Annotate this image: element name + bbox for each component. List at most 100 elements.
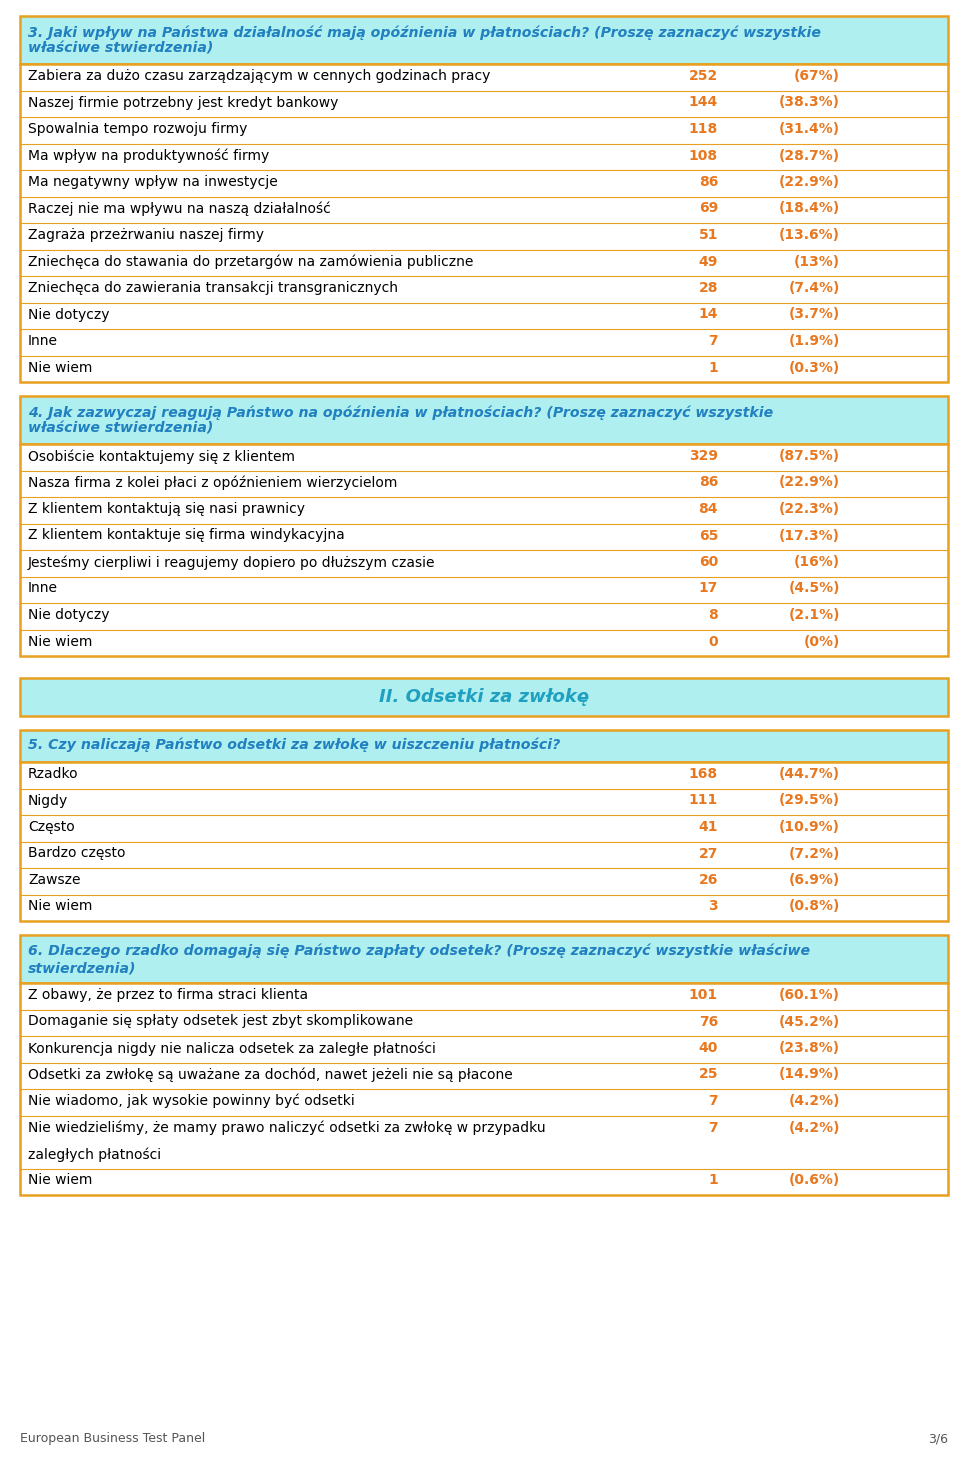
Text: Z klientem kontaktują się nasi prawnicy: Z klientem kontaktują się nasi prawnicy — [28, 502, 305, 515]
Text: 86: 86 — [699, 175, 718, 188]
Bar — [20, 934, 948, 983]
Text: (31.4%): (31.4%) — [779, 123, 840, 136]
Text: Konkurencja nigdy nie nalicza odsetek za zaległe płatności: Konkurencja nigdy nie nalicza odsetek za… — [28, 1041, 436, 1056]
Bar — [20, 677, 948, 715]
Text: 51: 51 — [699, 228, 718, 242]
Text: (7.2%): (7.2%) — [788, 847, 840, 860]
Text: (22.9%): (22.9%) — [779, 476, 840, 489]
Text: Spowalnia tempo rozwoju firmy: Spowalnia tempo rozwoju firmy — [28, 123, 248, 136]
Text: (45.2%): (45.2%) — [779, 1015, 840, 1028]
Text: 111: 111 — [688, 793, 718, 807]
Text: 17: 17 — [699, 581, 718, 596]
Text: Osobiście kontaktujemy się z klientem: Osobiście kontaktujemy się z klientem — [28, 450, 295, 463]
Text: Nasza firma z kolei płaci z opóźnieniem wierzycielom: Nasza firma z kolei płaci z opóźnieniem … — [28, 476, 397, 491]
Text: Nie dotyczy: Nie dotyczy — [28, 308, 109, 321]
Text: (28.7%): (28.7%) — [779, 149, 840, 162]
Text: 14: 14 — [699, 308, 718, 321]
Text: 3: 3 — [708, 899, 718, 914]
Text: (6.9%): (6.9%) — [789, 873, 840, 888]
Text: Odsetki za zwłokę są uważane za dochód, nawet jeżeli nie są płacone: Odsetki za zwłokę są uważane za dochód, … — [28, 1067, 513, 1082]
Text: zaległych płatności: zaległych płatności — [28, 1148, 161, 1162]
Text: Inne: Inne — [28, 581, 58, 596]
Text: 7: 7 — [708, 1120, 718, 1134]
Bar — [20, 983, 948, 1194]
Text: (22.9%): (22.9%) — [779, 175, 840, 188]
Text: (60.1%): (60.1%) — [779, 988, 840, 1002]
Text: Ma wpływ na produktywność firmy: Ma wpływ na produktywność firmy — [28, 149, 269, 164]
Text: (87.5%): (87.5%) — [779, 450, 840, 463]
Text: właściwe stwierdzenia): właściwe stwierdzenia) — [28, 422, 213, 437]
Text: Z obawy, że przez to firma straci klienta: Z obawy, że przez to firma straci klient… — [28, 988, 308, 1002]
Text: 25: 25 — [699, 1067, 718, 1082]
Text: 60: 60 — [699, 555, 718, 569]
Text: (0.8%): (0.8%) — [788, 899, 840, 914]
Text: (10.9%): (10.9%) — [779, 821, 840, 834]
Text: 108: 108 — [689, 149, 718, 162]
Text: Często: Często — [28, 821, 75, 834]
Text: 86: 86 — [699, 476, 718, 489]
Text: 65: 65 — [699, 529, 718, 543]
Text: Zagraża przeżrwaniu naszej firmy: Zagraża przeżrwaniu naszej firmy — [28, 228, 264, 242]
Text: Nigdy: Nigdy — [28, 793, 68, 807]
Text: 5. Czy naliczają Państwo odsetki za zwłokę w uiszczeniu płatności?: 5. Czy naliczają Państwo odsetki za zwło… — [28, 737, 561, 752]
Text: (0%): (0%) — [804, 635, 840, 648]
Text: 168: 168 — [689, 766, 718, 781]
Text: (4.2%): (4.2%) — [788, 1094, 840, 1108]
Text: Zawsze: Zawsze — [28, 873, 81, 888]
Text: Domaganie się spłaty odsetek jest zbyt skomplikowane: Domaganie się spłaty odsetek jest zbyt s… — [28, 1015, 413, 1028]
Text: (7.4%): (7.4%) — [788, 280, 840, 295]
Text: 144: 144 — [688, 95, 718, 110]
Text: (22.3%): (22.3%) — [779, 502, 840, 515]
Text: Ma negatywny wpływ na inwestycje: Ma negatywny wpływ na inwestycje — [28, 175, 277, 188]
Text: (38.3%): (38.3%) — [779, 95, 840, 110]
Text: Inne: Inne — [28, 334, 58, 347]
Text: Zabiera za dużo czasu zarządzającym w cennych godzinach pracy: Zabiera za dużo czasu zarządzającym w ce… — [28, 69, 491, 83]
Text: 76: 76 — [699, 1015, 718, 1028]
Text: (4.5%): (4.5%) — [788, 581, 840, 596]
Text: 1: 1 — [708, 1174, 718, 1187]
Text: (17.3%): (17.3%) — [779, 529, 840, 543]
Bar — [20, 444, 948, 656]
Text: Raczej nie ma wpływu na naszą działalność: Raczej nie ma wpływu na naszą działalnoś… — [28, 201, 331, 216]
Text: 118: 118 — [688, 123, 718, 136]
Text: 101: 101 — [689, 988, 718, 1002]
Text: 84: 84 — [699, 502, 718, 515]
Text: stwierdzenia): stwierdzenia) — [28, 961, 136, 975]
Text: (3.7%): (3.7%) — [789, 308, 840, 321]
Text: Nie wiem: Nie wiem — [28, 1174, 92, 1187]
Text: (29.5%): (29.5%) — [779, 793, 840, 807]
Text: (13%): (13%) — [794, 254, 840, 269]
Text: Rzadko: Rzadko — [28, 766, 79, 781]
Text: Z klientem kontaktuje się firma windykacyjna: Z klientem kontaktuje się firma windykac… — [28, 529, 345, 543]
Text: (18.4%): (18.4%) — [779, 201, 840, 216]
Text: Naszej firmie potrzebny jest kredyt bankowy: Naszej firmie potrzebny jest kredyt bank… — [28, 95, 338, 110]
Text: 49: 49 — [699, 254, 718, 269]
Bar — [20, 730, 948, 762]
Text: Nie dotyczy: Nie dotyczy — [28, 607, 109, 622]
Text: 329: 329 — [689, 450, 718, 463]
Text: 0: 0 — [708, 635, 718, 648]
Text: (67%): (67%) — [794, 69, 840, 83]
Text: 4. Jak zazwyczaj reagują Państwo na opóźnienia w płatnościach? (Proszę zaznaczyć: 4. Jak zazwyczaj reagują Państwo na opóź… — [28, 404, 773, 419]
Text: Bardzo często: Bardzo często — [28, 847, 126, 860]
Text: 3. Jaki wpływ na Państwa działalność mają opóźnienia w płatnościach? (Proszę zaz: 3. Jaki wpływ na Państwa działalność maj… — [28, 25, 821, 39]
Text: 7: 7 — [708, 334, 718, 347]
Text: (1.9%): (1.9%) — [788, 334, 840, 347]
Text: European Business Test Panel: European Business Test Panel — [20, 1432, 205, 1445]
Text: Nie wiadomo, jak wysokie powinny być odsetki: Nie wiadomo, jak wysokie powinny być ods… — [28, 1094, 355, 1108]
Text: Jesteśmy cierpliwi i reagujemy dopiero po dłuższym czasie: Jesteśmy cierpliwi i reagujemy dopiero p… — [28, 555, 436, 569]
Text: 69: 69 — [699, 201, 718, 216]
Text: 40: 40 — [699, 1041, 718, 1056]
Bar — [20, 762, 948, 921]
Text: (2.1%): (2.1%) — [788, 607, 840, 622]
Text: Zniechęca do zawierania transakcji transgranicznych: Zniechęca do zawierania transakcji trans… — [28, 280, 398, 295]
Text: 28: 28 — [699, 280, 718, 295]
Text: 41: 41 — [699, 821, 718, 834]
Text: II. Odsetki za zwłokę: II. Odsetki za zwłokę — [379, 688, 589, 707]
Bar — [20, 64, 948, 383]
Text: Nie wiem: Nie wiem — [28, 361, 92, 375]
Text: (44.7%): (44.7%) — [779, 766, 840, 781]
Bar — [20, 16, 948, 64]
Text: 6. Dlaczego rzadko domagają się Państwo zapłaty odsetek? (Proszę zaznaczyć wszys: 6. Dlaczego rzadko domagają się Państwo … — [28, 945, 810, 959]
Text: 8: 8 — [708, 607, 718, 622]
